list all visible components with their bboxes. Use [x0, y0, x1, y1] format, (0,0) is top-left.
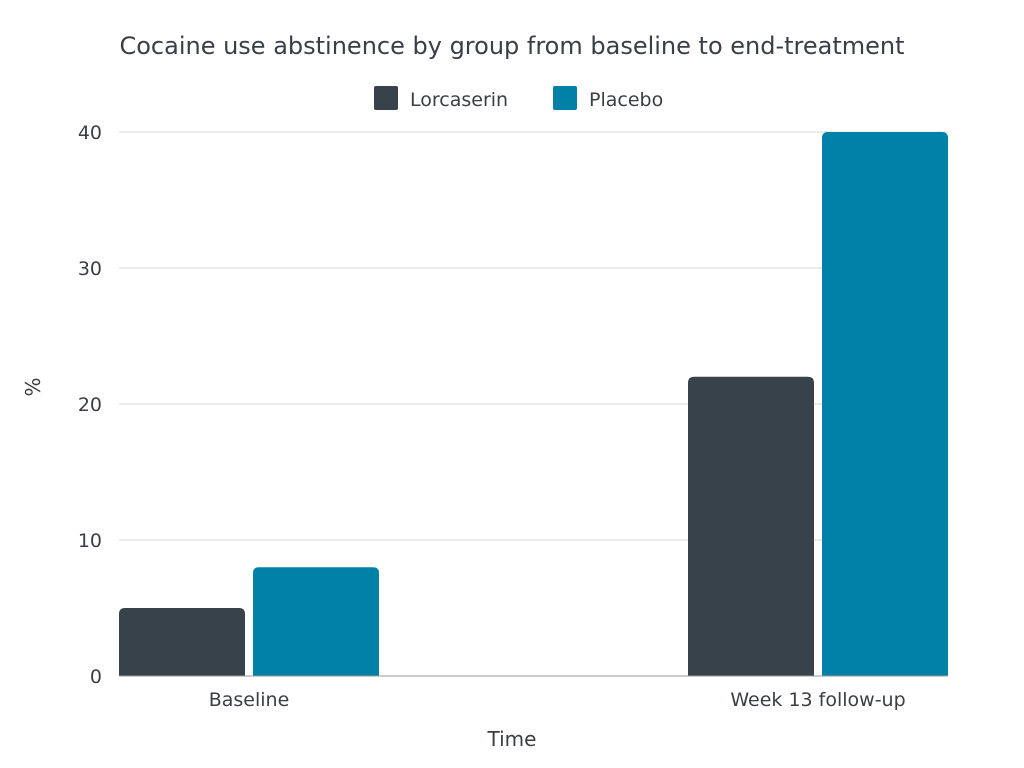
y-tick-label: 20: [78, 394, 102, 416]
legend-swatch-lorcaserin: [374, 86, 398, 110]
bars: [119, 132, 948, 677]
bar-placebo-0: [253, 567, 379, 676]
chart-title: Cocaine use abstinence by group from bas…: [119, 32, 904, 60]
x-tick-label: Baseline: [209, 689, 290, 711]
y-tick-label: 40: [78, 122, 102, 144]
legend-swatch-placebo: [553, 86, 577, 110]
x-tick-label: Week 13 follow-up: [730, 689, 905, 711]
legend-label-placebo: Placebo: [589, 89, 663, 111]
y-axis-label: %: [21, 377, 45, 396]
y-tick-label: 10: [78, 530, 102, 552]
y-axis-ticks: 0 10 20 30 40: [78, 122, 102, 688]
legend: Lorcaserin Placebo: [374, 86, 663, 111]
bar-placebo-1: [822, 132, 948, 676]
x-axis-label: Time: [487, 727, 537, 751]
y-tick-label: 30: [78, 258, 102, 280]
legend-label-lorcaserin: Lorcaserin: [410, 89, 508, 111]
y-tick-label: 0: [90, 666, 102, 688]
bar-lorcaserin-0: [119, 608, 245, 676]
bar-lorcaserin-1: [688, 376, 814, 676]
x-axis-ticks: Baseline Week 13 follow-up: [209, 689, 906, 711]
